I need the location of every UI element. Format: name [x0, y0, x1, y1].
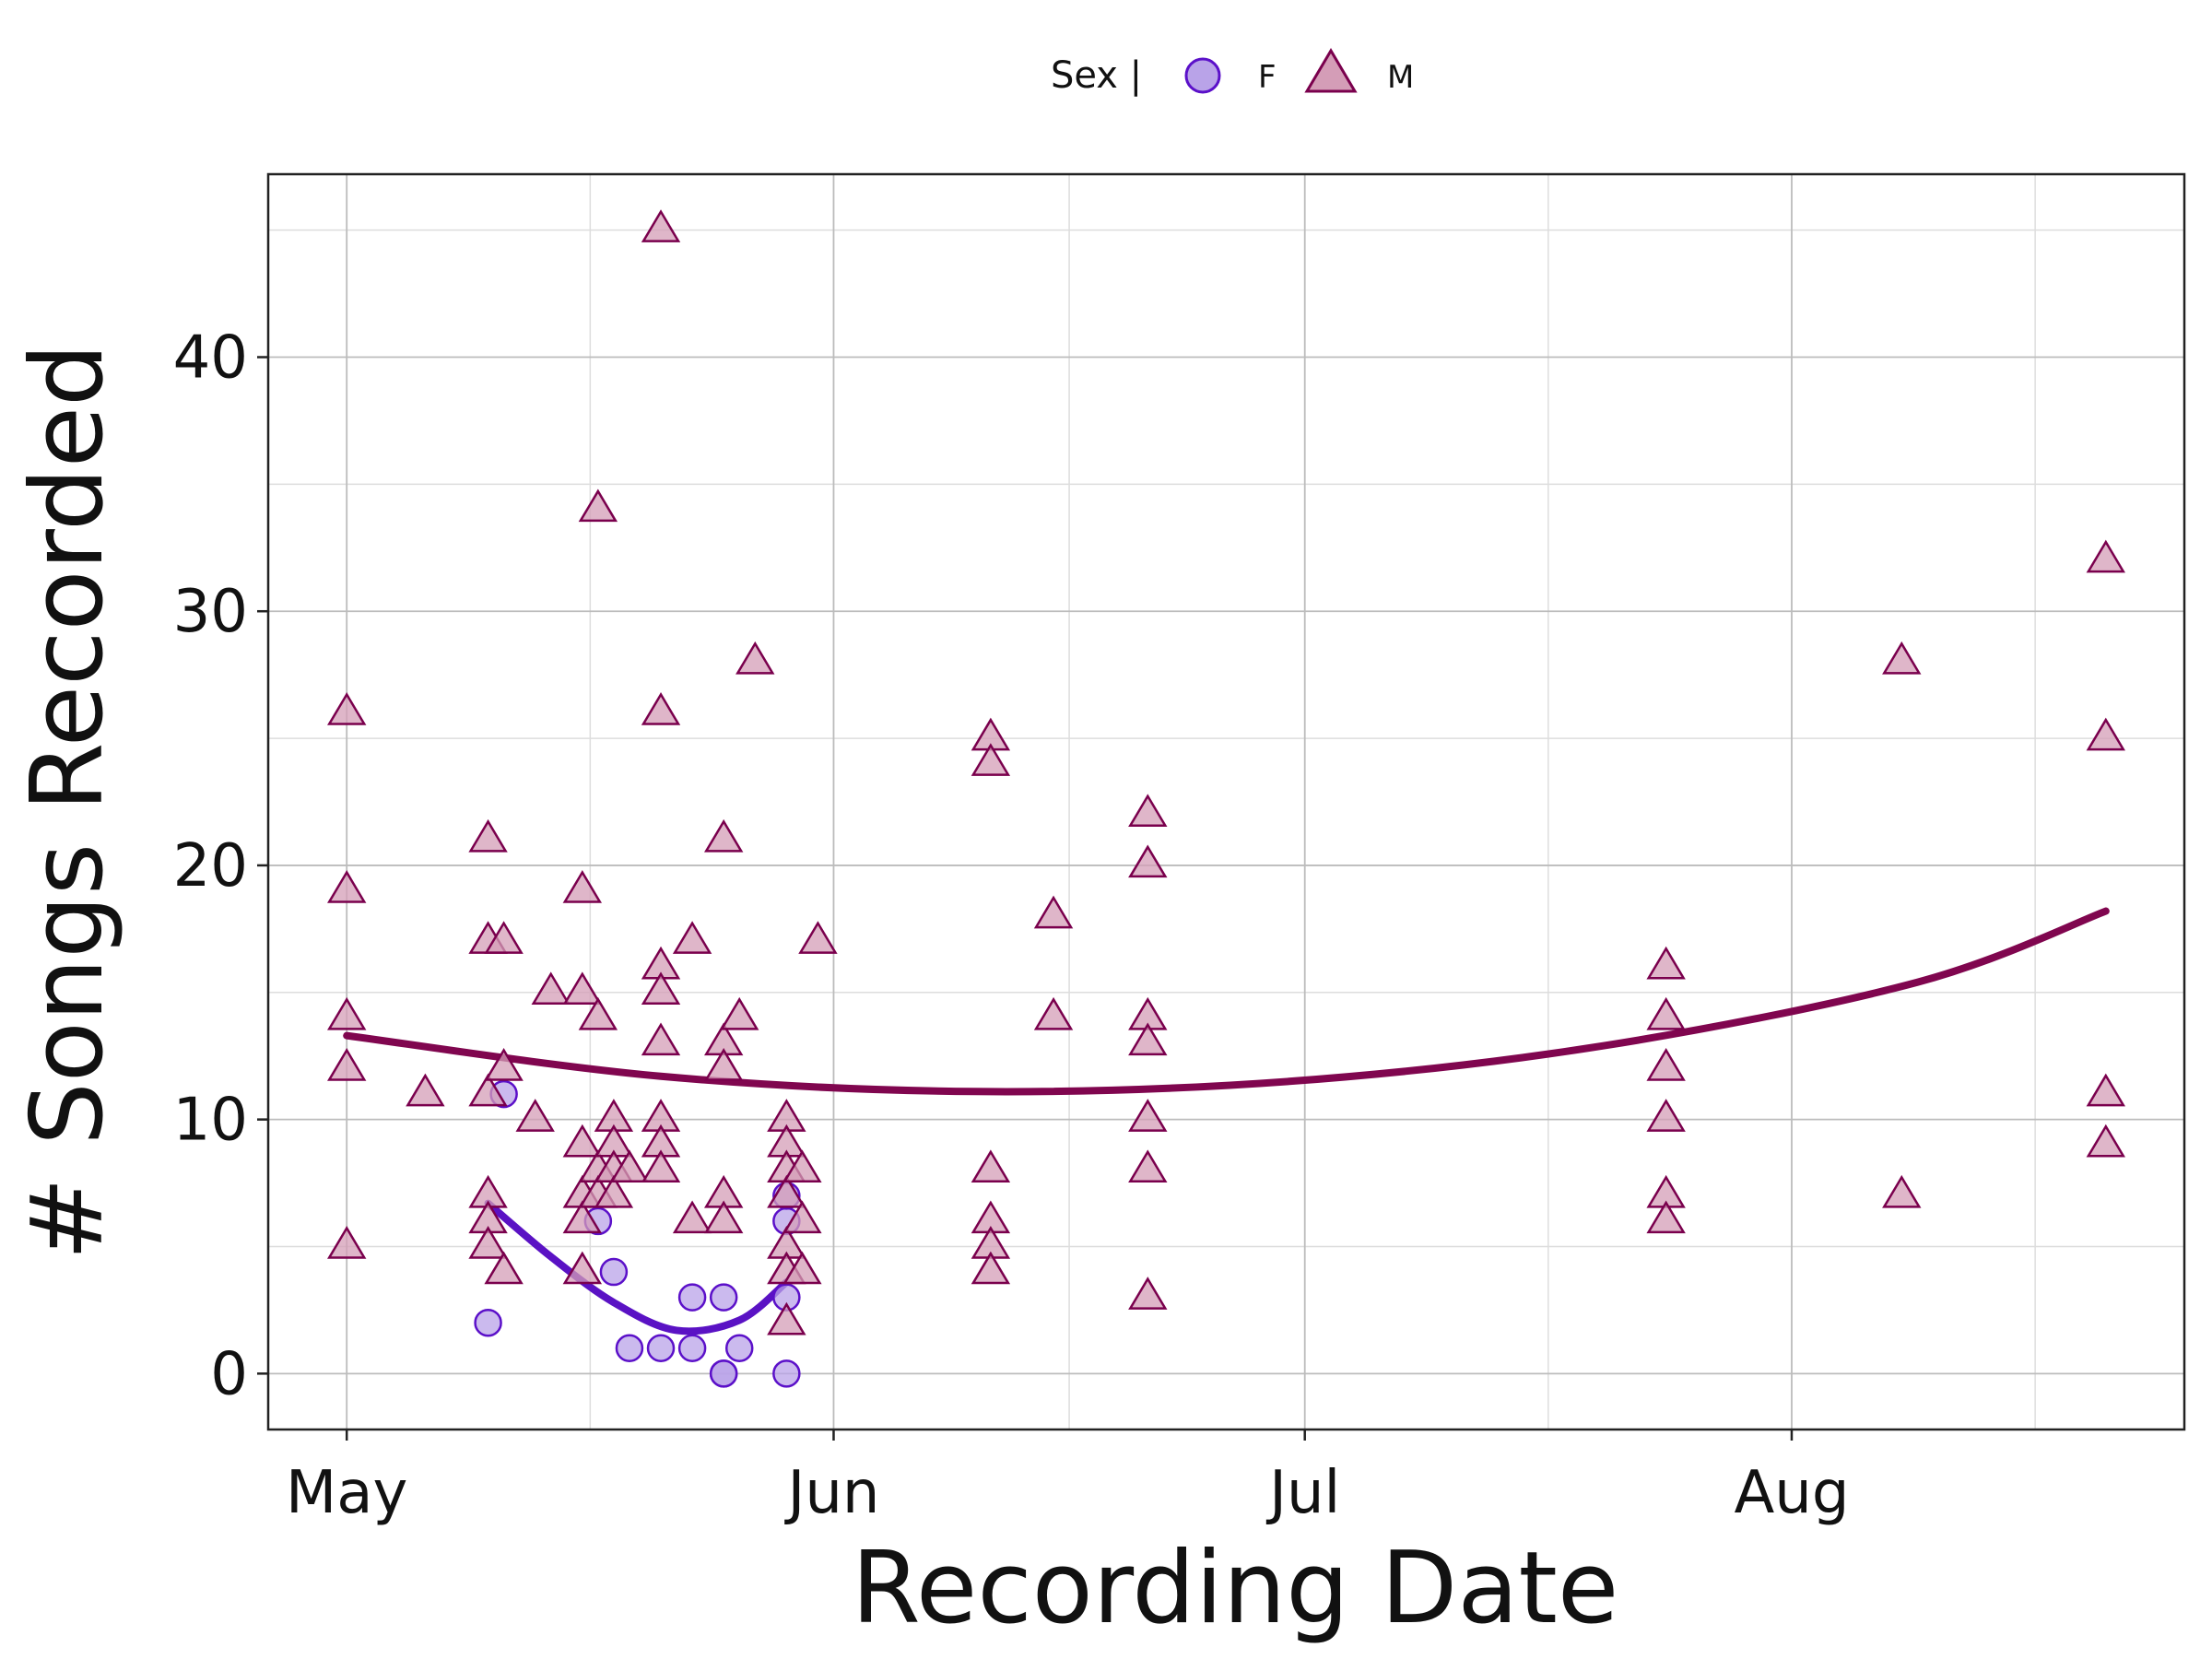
data-point-f — [646, 1334, 676, 1363]
data-point-m — [971, 1149, 1011, 1183]
data-point-f — [772, 1359, 801, 1388]
data-point-m — [484, 921, 524, 954]
data-point-m — [1128, 844, 1168, 878]
data-point-m — [1128, 1149, 1168, 1183]
data-point-m — [594, 1174, 634, 1208]
data-point-m — [609, 1149, 650, 1183]
data-point-m — [1646, 946, 1686, 980]
data-point-m — [406, 1073, 445, 1107]
data-point-f — [724, 1334, 754, 1363]
data-point-m — [703, 1048, 744, 1081]
data-point-m — [782, 1200, 822, 1234]
data-point-m — [327, 996, 367, 1030]
data-point-m — [468, 1073, 508, 1107]
data-point-m — [562, 870, 603, 903]
trend-lines — [343, 907, 2110, 1335]
legend-marker-m — [1304, 48, 1358, 93]
data-point-f — [677, 1334, 707, 1363]
x-tick-label: May — [286, 1459, 407, 1527]
data-point-m — [468, 1226, 508, 1259]
data-point-m — [578, 996, 618, 1030]
data-point-m — [1646, 996, 1686, 1030]
data-point-m — [562, 1124, 603, 1158]
legend-label-m: M — [1387, 59, 1414, 96]
data-point-m — [327, 1048, 367, 1081]
legend-marker-f — [1184, 57, 1221, 94]
data-point-m — [2086, 539, 2125, 573]
data-point-m — [578, 488, 618, 523]
y-tick-label: 30 — [173, 578, 248, 646]
data-point-m — [2086, 1073, 2125, 1107]
data-point-m — [1033, 895, 1074, 929]
data-point-m — [484, 1251, 524, 1285]
data-point-m — [484, 1048, 524, 1081]
data-point-m — [1882, 1174, 1922, 1208]
data-point-m — [703, 1200, 744, 1234]
data-point-m — [767, 1301, 806, 1335]
data-point-m — [641, 1022, 681, 1056]
data-point-m — [562, 971, 603, 1006]
data-point-f — [709, 1359, 738, 1388]
data-point-m — [327, 692, 367, 725]
y-tick-label: 10 — [173, 1087, 248, 1155]
data-point-m — [782, 1251, 822, 1285]
data-point-m — [1646, 1048, 1686, 1081]
data-point-m — [562, 1251, 603, 1285]
data-point-m — [1128, 1277, 1168, 1310]
data-point-m — [1128, 794, 1168, 828]
legend: Sex | F M — [1051, 48, 1414, 97]
data-point-m — [641, 1149, 681, 1183]
data-point-m — [641, 692, 681, 725]
data-point-m — [1128, 1022, 1168, 1056]
y-axis-title: # Songs Recorded — [10, 343, 125, 1260]
x-tick-label: Aug — [1734, 1459, 1849, 1527]
data-point-m — [782, 1149, 822, 1183]
data-point-m — [2086, 717, 2125, 751]
data-point-m — [703, 818, 744, 853]
y-tick-label: 20 — [173, 832, 248, 900]
data-point-f — [709, 1283, 738, 1312]
data-point-m — [562, 1200, 603, 1234]
data-point-m — [1128, 1099, 1168, 1132]
data-points — [327, 209, 2125, 1388]
data-point-m — [1646, 1099, 1686, 1132]
y-tick-label: 0 — [210, 1340, 248, 1408]
data-point-m — [672, 1200, 712, 1234]
data-point-f — [474, 1308, 502, 1337]
data-point-m — [641, 971, 681, 1006]
legend-label-f: F — [1258, 59, 1277, 96]
grid — [268, 174, 2184, 1430]
data-point-m — [327, 870, 367, 903]
data-point-f — [599, 1257, 629, 1287]
data-point-f — [615, 1334, 644, 1363]
data-point-m — [971, 743, 1011, 776]
data-point-m — [735, 641, 775, 675]
data-point-m — [798, 921, 838, 954]
data-point-m — [515, 1099, 555, 1132]
x-axis-title: Recording Date — [852, 1531, 1619, 1646]
data-point-m — [531, 971, 571, 1006]
axis-ticks: 0 10 20 30 40 May Jun Jul Aug — [173, 324, 1850, 1527]
plot-border — [266, 172, 2186, 1431]
x-tick-label: Jun — [783, 1459, 879, 1527]
data-point-m — [1882, 641, 1922, 675]
data-point-m — [672, 921, 712, 954]
data-point-m — [327, 1226, 367, 1259]
x-tick-label: Jul — [1265, 1459, 1340, 1527]
trend-line-f — [484, 1199, 791, 1335]
data-point-m — [641, 209, 681, 242]
data-point-m — [767, 1174, 806, 1208]
data-point-m — [1646, 1200, 1686, 1234]
data-point-m — [720, 996, 759, 1030]
data-point-m — [468, 818, 508, 853]
trend-line-m — [343, 907, 2110, 1096]
data-point-m — [1033, 996, 1074, 1030]
data-point-m — [971, 1251, 1011, 1285]
legend-title: Sex | — [1051, 54, 1142, 97]
y-tick-label: 40 — [173, 324, 248, 393]
data-point-m — [2086, 1124, 2125, 1158]
data-point-f — [677, 1283, 707, 1312]
